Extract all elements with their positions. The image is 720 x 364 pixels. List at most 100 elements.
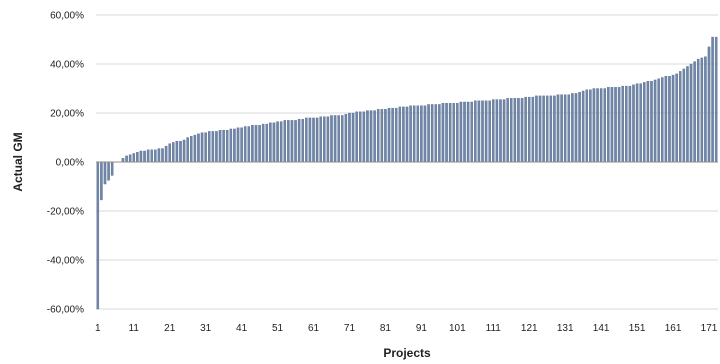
bar-project-48 <box>265 123 269 163</box>
bar-project-139 <box>592 88 596 163</box>
bar-project-50 <box>272 122 276 163</box>
bar-project-24 <box>179 141 182 163</box>
x-tick-label: 151 <box>629 323 646 334</box>
bar-project-113 <box>499 99 502 163</box>
bar-project-153 <box>643 82 646 163</box>
bar-project-42 <box>243 126 247 163</box>
bar-project-149 <box>628 85 632 163</box>
bar-project-150 <box>632 84 635 163</box>
bar-project-46 <box>258 125 261 163</box>
bar-project-156 <box>653 79 657 163</box>
bar-project-161 <box>671 74 675 163</box>
bar-project-25 <box>182 139 186 163</box>
bar-project-56 <box>294 120 297 163</box>
bar-project-20 <box>164 145 168 163</box>
bar-project-145 <box>614 87 617 163</box>
bar-project-122 <box>531 96 535 163</box>
bar-project-35 <box>218 129 222 163</box>
bar-project-66 <box>330 115 333 163</box>
bar-project-91 <box>420 105 423 163</box>
bar-project-36 <box>222 129 225 163</box>
x-tick-label: 161 <box>665 323 682 334</box>
bar-project-106 <box>474 100 477 163</box>
bar-project-148 <box>625 85 628 163</box>
bar-project-134 <box>574 93 578 163</box>
y-axis-title: Actual GM <box>11 132 25 191</box>
y-tick-label: -40,00% <box>47 256 84 267</box>
bar-project-142 <box>603 88 607 163</box>
bar-project-87 <box>405 106 409 163</box>
bar-project-130 <box>560 94 563 163</box>
bar-project-82 <box>387 107 391 163</box>
bar-project-15 <box>146 149 150 163</box>
bar-project-84 <box>394 107 398 163</box>
bar-project-160 <box>668 76 671 163</box>
bar-project-63 <box>319 116 322 163</box>
x-tick-label: 61 <box>308 323 320 334</box>
bar-project-173 <box>714 36 718 163</box>
bar-project-60 <box>308 117 312 163</box>
bar-project-44 <box>251 125 254 163</box>
x-axis-tick-labels: 1 11 21 31 41 51 61 71 81 91 101 111 121 131 141 151 161… <box>95 323 718 334</box>
bar-project-93 <box>427 104 430 163</box>
bar-project-166 <box>689 63 693 163</box>
bar-project-12 <box>136 152 139 163</box>
x-tick-label: 101 <box>449 323 466 334</box>
bar-project-168 <box>696 58 700 163</box>
bar-project-30 <box>200 132 204 163</box>
bar-project-127 <box>549 95 553 163</box>
bar-project-121 <box>527 96 531 163</box>
bar-project-67 <box>333 115 337 163</box>
bar-project-98 <box>445 103 448 163</box>
bar-project-104 <box>466 101 470 163</box>
bar-project-136 <box>581 90 585 163</box>
bar-project-13 <box>139 150 143 163</box>
bar-project-172 <box>711 36 714 163</box>
x-tick-label: 91 <box>416 323 428 334</box>
bar-project-26 <box>186 137 189 163</box>
bar-project-72 <box>351 112 355 163</box>
y-tick-label: 20,00% <box>50 109 84 120</box>
bar-project-123 <box>535 95 538 163</box>
bar-project-105 <box>470 101 473 163</box>
bar-project-19 <box>161 148 164 163</box>
bar-project-126 <box>545 95 549 163</box>
bar-project-21 <box>168 143 171 163</box>
bar-project-83 <box>391 107 394 163</box>
x-tick-label: 171 <box>701 323 718 334</box>
bar-project-18 <box>157 148 161 163</box>
bar-project-162 <box>675 73 678 163</box>
y-tick-label: 40,00% <box>50 60 84 71</box>
bar-project-133 <box>571 93 574 163</box>
bar-project-29 <box>197 133 200 163</box>
bar-project-16 <box>150 149 153 163</box>
bar-project-131 <box>563 94 567 163</box>
bar-project-125 <box>542 95 545 163</box>
x-tick-label: 71 <box>344 323 356 334</box>
bar-project-143 <box>607 87 610 163</box>
y-tick-label: 0,00% <box>56 158 84 169</box>
bar-project-101 <box>456 103 459 163</box>
bar-project-112 <box>495 99 499 163</box>
bar-project-137 <box>585 89 589 163</box>
bar-project-102 <box>459 101 463 163</box>
bar-project-14 <box>143 150 146 163</box>
bar-project-55 <box>290 120 294 163</box>
bar-project-96 <box>438 104 441 163</box>
bar-project-61 <box>312 117 315 163</box>
bar-project-49 <box>269 122 272 163</box>
bar-project-52 <box>279 121 283 163</box>
bar-project-100 <box>452 103 456 163</box>
bar-project-103 <box>463 101 466 163</box>
bar-project-73 <box>355 111 358 163</box>
bar-project-151 <box>635 83 639 163</box>
bar-project-79 <box>376 109 380 163</box>
bar-project-31 <box>204 132 207 163</box>
bar-project-40 <box>236 127 240 163</box>
bar-project-51 <box>276 121 279 163</box>
bar-project-2 <box>100 161 103 201</box>
bar-project-120 <box>524 96 527 163</box>
bar-project-68 <box>337 115 340 163</box>
bar-project-163 <box>678 71 682 163</box>
bar-project-22 <box>172 142 175 163</box>
